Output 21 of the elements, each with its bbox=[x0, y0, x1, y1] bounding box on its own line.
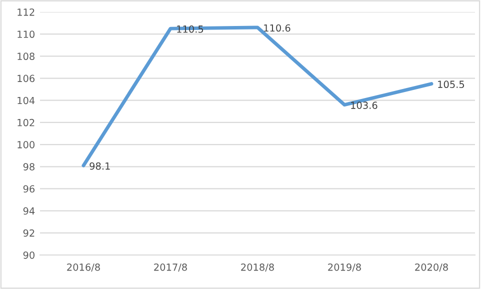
y-tick-label: 100 bbox=[18, 141, 34, 148]
y-tick-label: 96 bbox=[23, 185, 35, 193]
y-tick-label: 90 bbox=[23, 251, 34, 259]
data-label: 103.6 bbox=[351, 102, 378, 109]
data-label: 98.1 bbox=[90, 162, 110, 170]
x-tick-label: 2019/8 bbox=[328, 264, 361, 272]
y-tick-label: 110 bbox=[18, 30, 34, 38]
y-tick-label: 106 bbox=[18, 74, 35, 82]
y-tick-label: 102 bbox=[18, 118, 34, 126]
y-tick-label: 98 bbox=[23, 163, 34, 170]
y-tick-label: 92 bbox=[23, 229, 34, 237]
x-tick-label: 2016/8 bbox=[67, 264, 100, 272]
data-label: 110.6 bbox=[264, 24, 290, 32]
y-tick-label: 112 bbox=[18, 8, 34, 16]
y-tick-label: 108 bbox=[18, 52, 34, 60]
x-tick-label: 2017/8 bbox=[154, 264, 187, 272]
y-tick-label: 104 bbox=[18, 96, 35, 104]
data-label: 105.5 bbox=[438, 80, 464, 88]
x-tick-label: 2020/8 bbox=[415, 264, 448, 272]
x-tick-label: 2018/8 bbox=[241, 264, 274, 272]
y-tick-label: 94 bbox=[23, 207, 35, 215]
